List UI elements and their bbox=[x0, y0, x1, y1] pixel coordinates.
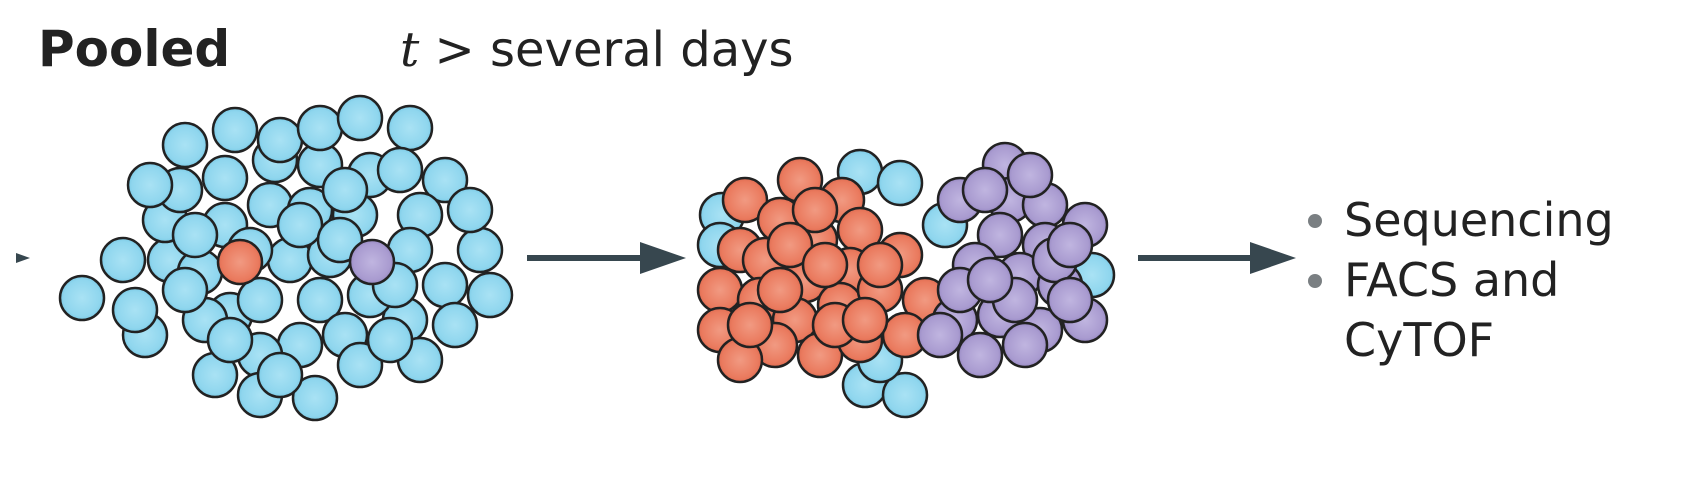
wild-type-cell bbox=[321, 166, 369, 214]
wild-type-cell bbox=[466, 271, 514, 319]
wild-type-cell bbox=[421, 261, 469, 309]
red-clone-cell bbox=[766, 221, 814, 269]
purple-clone-cell bbox=[956, 331, 1004, 379]
wild-type-cell bbox=[201, 154, 249, 202]
wild-type-cell bbox=[421, 156, 469, 204]
wild-type-cell bbox=[171, 211, 219, 259]
initial-cell-population bbox=[58, 94, 514, 422]
red-clone-cell bbox=[696, 266, 744, 314]
wild-type-cell bbox=[206, 316, 254, 364]
purple-clone-cell bbox=[348, 238, 396, 286]
readout-item: FACS and CyTOF bbox=[1308, 250, 1684, 370]
red-clone-cell bbox=[791, 186, 839, 234]
wild-type-cell bbox=[256, 351, 304, 399]
wild-type-cell bbox=[161, 121, 209, 169]
wild-type-cell bbox=[316, 216, 364, 264]
wild-type-cell bbox=[386, 104, 434, 152]
readout-list: Sequencing FACS and CyTOF bbox=[1308, 190, 1684, 370]
time-arrow bbox=[527, 242, 686, 274]
purple-clone-cell bbox=[1046, 221, 1094, 269]
wild-type-cell bbox=[291, 374, 339, 422]
red-clone-cell bbox=[726, 301, 774, 349]
wild-type-cell bbox=[336, 341, 384, 389]
purple-clone-cell bbox=[916, 311, 964, 359]
time-duration-label: t > several days bbox=[400, 22, 794, 78]
red-clone-cell bbox=[856, 241, 904, 289]
red-clone-cell bbox=[841, 296, 889, 344]
readout-arrow bbox=[1138, 242, 1296, 274]
wild-type-cell bbox=[336, 94, 384, 142]
wild-type-cell bbox=[456, 226, 504, 274]
red-clone-cell bbox=[756, 266, 804, 314]
wild-type-cell bbox=[211, 106, 259, 154]
expanded-cell-population bbox=[696, 141, 1116, 419]
wild-type-cell bbox=[58, 274, 106, 322]
red-clone-cell bbox=[216, 238, 264, 286]
bullet-icon bbox=[1308, 274, 1322, 288]
time-duration-text: > several days bbox=[419, 22, 794, 78]
purple-clone-cell bbox=[1046, 276, 1094, 324]
purple-clone-cell bbox=[976, 211, 1024, 259]
wild-type-cell bbox=[126, 161, 174, 209]
readout-label: Sequencing bbox=[1344, 193, 1614, 247]
purple-clone-cell bbox=[1001, 321, 1049, 369]
wild-type-cell bbox=[376, 146, 424, 194]
wild-type-cell bbox=[161, 266, 209, 314]
wild-type-cell bbox=[99, 236, 147, 284]
red-clone-cell bbox=[801, 241, 849, 289]
wild-type-cell bbox=[111, 286, 159, 334]
wild-type-cell bbox=[256, 116, 304, 164]
wild-type-cell bbox=[881, 371, 929, 419]
purple-clone-cell bbox=[966, 256, 1014, 304]
wild-type-cell bbox=[296, 276, 344, 324]
wild-type-cell bbox=[366, 316, 414, 364]
wild-type-cell bbox=[236, 276, 284, 324]
screen-type-title: Pooled bbox=[38, 20, 231, 78]
readout-label: FACS and CyTOF bbox=[1344, 253, 1560, 367]
wild-type-cell bbox=[876, 159, 924, 207]
bullet-icon bbox=[1308, 214, 1322, 228]
readout-item: Sequencing bbox=[1308, 190, 1684, 250]
incoming-arrow-tip bbox=[16, 253, 30, 263]
wild-type-cell bbox=[276, 201, 324, 249]
purple-clone-cell bbox=[961, 166, 1009, 214]
time-variable: t bbox=[400, 22, 420, 78]
wild-type-cell bbox=[296, 104, 344, 152]
red-clone-cell bbox=[721, 176, 769, 224]
wild-type-cell bbox=[446, 186, 494, 234]
wild-type-cell bbox=[431, 301, 479, 349]
purple-clone-cell bbox=[1006, 151, 1054, 199]
